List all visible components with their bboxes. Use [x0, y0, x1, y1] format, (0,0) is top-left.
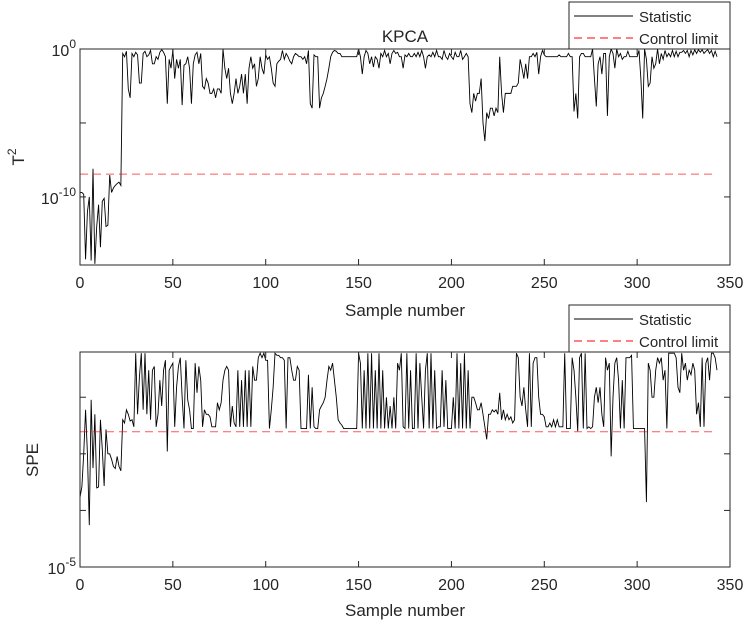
- y-axis-label-base: T: [9, 155, 28, 165]
- y-tick-label-exponent: 0: [69, 37, 76, 51]
- y-tick-label-exponent: -5: [65, 555, 76, 569]
- x-tick-label: 50: [164, 577, 182, 594]
- y-tick-label: 10-5: [48, 555, 77, 578]
- y-tick-label-base: 10: [52, 43, 70, 60]
- x-tick-label: 300: [624, 577, 651, 594]
- y-tick-label-base: 10: [41, 191, 59, 208]
- y-tick-label-exponent: -10: [59, 185, 77, 199]
- x-tick-label: 300: [624, 275, 651, 292]
- axes-box: [79, 351, 731, 568]
- x-axis-label: Sample number: [345, 301, 465, 320]
- x-tick-label: 100: [252, 577, 279, 594]
- statistic-series-line: [80, 352, 718, 526]
- legend: Statistic Control limit: [568, 1, 731, 50]
- x-tick-label: 350: [717, 577, 744, 594]
- axes-box: [79, 48, 731, 266]
- t2-chart: KPCA Sample number T2 0 50 100 150 200 250 300…: [5, 1, 744, 320]
- y-axis-label-superscript: 2: [5, 148, 19, 155]
- x-tick-label: 100: [252, 275, 279, 292]
- x-tick-label: 200: [438, 577, 465, 594]
- x-tick-label: 50: [164, 275, 182, 292]
- x-tick-label: 200: [438, 275, 465, 292]
- legend-control-limit-label: Control limit: [639, 31, 719, 48]
- x-axis-label: Sample number: [345, 601, 465, 620]
- chart-title: KPCA: [382, 27, 429, 46]
- x-tick-label: 150: [345, 577, 372, 594]
- x-tick-label: 0: [76, 275, 85, 292]
- legend-statistic-label: Statistic: [639, 312, 692, 329]
- legend: Statistic Control limit: [568, 304, 731, 353]
- y-tick-label: 100: [52, 37, 77, 60]
- y-axis-label: T2: [5, 148, 28, 165]
- legend-box: [568, 1, 731, 50]
- x-tick-label: 250: [531, 275, 558, 292]
- x-tick-label: 250: [531, 577, 558, 594]
- legend-statistic-label: Statistic: [639, 9, 692, 26]
- y-axis-label: SPE: [23, 443, 42, 477]
- legend-box: [568, 304, 731, 353]
- legend-control-limit-label: Control limit: [639, 334, 719, 351]
- statistic-series-line: [80, 49, 718, 264]
- y-tick-label: 10-10: [41, 185, 76, 208]
- x-tick-label: 0: [76, 577, 85, 594]
- x-tick-label: 150: [345, 275, 372, 292]
- x-tick-label: 350: [717, 275, 744, 292]
- spe-chart: Sample number SPE 0 50 100 150 200 250 300 350 1…: [23, 304, 744, 620]
- y-tick-label-base: 10: [48, 561, 66, 578]
